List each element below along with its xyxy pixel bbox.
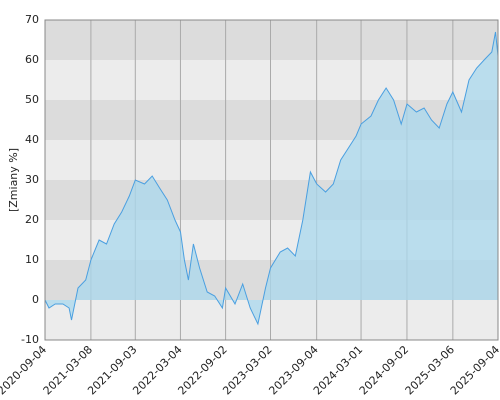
y-axis-label: [Zmiany %] [7, 148, 20, 212]
band [45, 20, 498, 60]
y-tick-label: 70 [25, 13, 39, 26]
y-tick-label: 0 [32, 293, 39, 306]
y-tick-label: 30 [25, 173, 39, 186]
area [45, 32, 498, 324]
band [45, 300, 498, 340]
y-tick-label: 40 [25, 133, 39, 146]
line [44, 31, 499, 326]
band [45, 60, 498, 100]
y-tick-label: 60 [25, 53, 39, 66]
y-tick-label: -10 [21, 333, 39, 346]
plot-frame [44, 19, 499, 341]
y-tick-label: 10 [25, 253, 39, 266]
y-tick-label: 20 [25, 213, 39, 226]
y-tick-label: 50 [25, 93, 39, 106]
